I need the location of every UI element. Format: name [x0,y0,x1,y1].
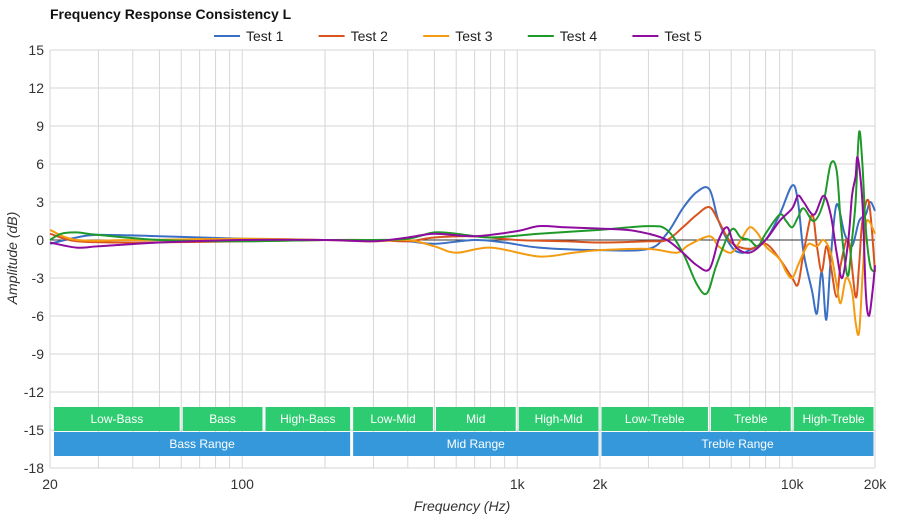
legend: Test 1 Test 2 Test 3 Test 4 Test 5 [214,28,702,44]
y-tick-label: 15 [28,42,44,58]
y-tick-label: -6 [32,308,45,324]
chart-title: Frequency Response Consistency L [50,6,292,22]
band-mid-range [353,432,599,456]
series-line-test-3 [49,219,876,337]
y-axis-ticks: 15 12 9 6 3 0 -3 -6 -9 -12 -15 -18 [24,42,44,476]
band-low-treble [601,407,708,431]
band-treble [710,407,791,431]
band-low-bass [54,407,180,431]
band-label: Bass Range [169,437,235,451]
x-tick-label: 2k [593,476,609,492]
x-tick-label: 100 [231,476,255,492]
y-tick-label: -18 [24,460,44,476]
band-mid [435,407,516,431]
band-high-treble [793,407,874,431]
x-tick-label: 20 [42,476,58,492]
band-bass-range [54,432,351,456]
x-axis-ticks: 20 100 1k 2k 10k 20k [42,476,887,492]
y-tick-label: -12 [24,384,44,400]
band-label: Low-Mid [370,412,415,426]
y-tick-label: -15 [24,422,44,438]
legend-label: Test 5 [664,28,702,44]
data-series [49,130,876,337]
grid-lines [49,49,876,469]
band-high-bass [265,407,351,431]
y-tick-label: 0 [36,232,44,248]
band-label: Treble [734,412,768,426]
band-label: Mid [466,412,485,426]
band-bass [182,407,263,431]
band-label: Low-Bass [91,412,144,426]
band-label: Low-Treble [625,412,685,426]
series-line-test-5 [49,156,876,317]
y-tick-label: -9 [32,346,45,362]
y-axis-title: Amplitude (dB) [4,212,20,306]
y-tick-label: 9 [36,118,44,134]
x-tick-label: 20k [864,476,888,492]
band-label: Mid Range [447,437,505,451]
band-low-mid [353,407,433,431]
y-tick-label: 3 [36,194,44,210]
legend-label: Test 3 [455,28,493,44]
frequency-bands: Low-Bass Bass High-Bass Low-Mid Mid High-Mid L… [54,407,874,456]
series-line-test-2 [49,198,876,299]
y-tick-label: -3 [32,270,45,286]
y-tick-label: 6 [36,156,44,172]
band-treble-range [601,432,874,456]
series-line-test-4 [49,130,876,296]
band-label: High-Bass [280,412,335,426]
band-label: High-Treble [802,412,865,426]
legend-label: Test 4 [560,28,598,44]
legend-label: Test 1 [246,28,284,44]
x-tick-label: 10k [781,476,805,492]
legend-label: Test 2 [351,28,389,44]
band-label: Bass [209,412,236,426]
y-tick-label: 12 [28,80,44,96]
x-axis-title: Frequency (Hz) [414,498,510,514]
band-label: Treble Range [701,437,774,451]
band-label: High-Mid [535,412,583,426]
x-tick-label: 1k [510,476,526,492]
band-high-mid [518,407,599,431]
